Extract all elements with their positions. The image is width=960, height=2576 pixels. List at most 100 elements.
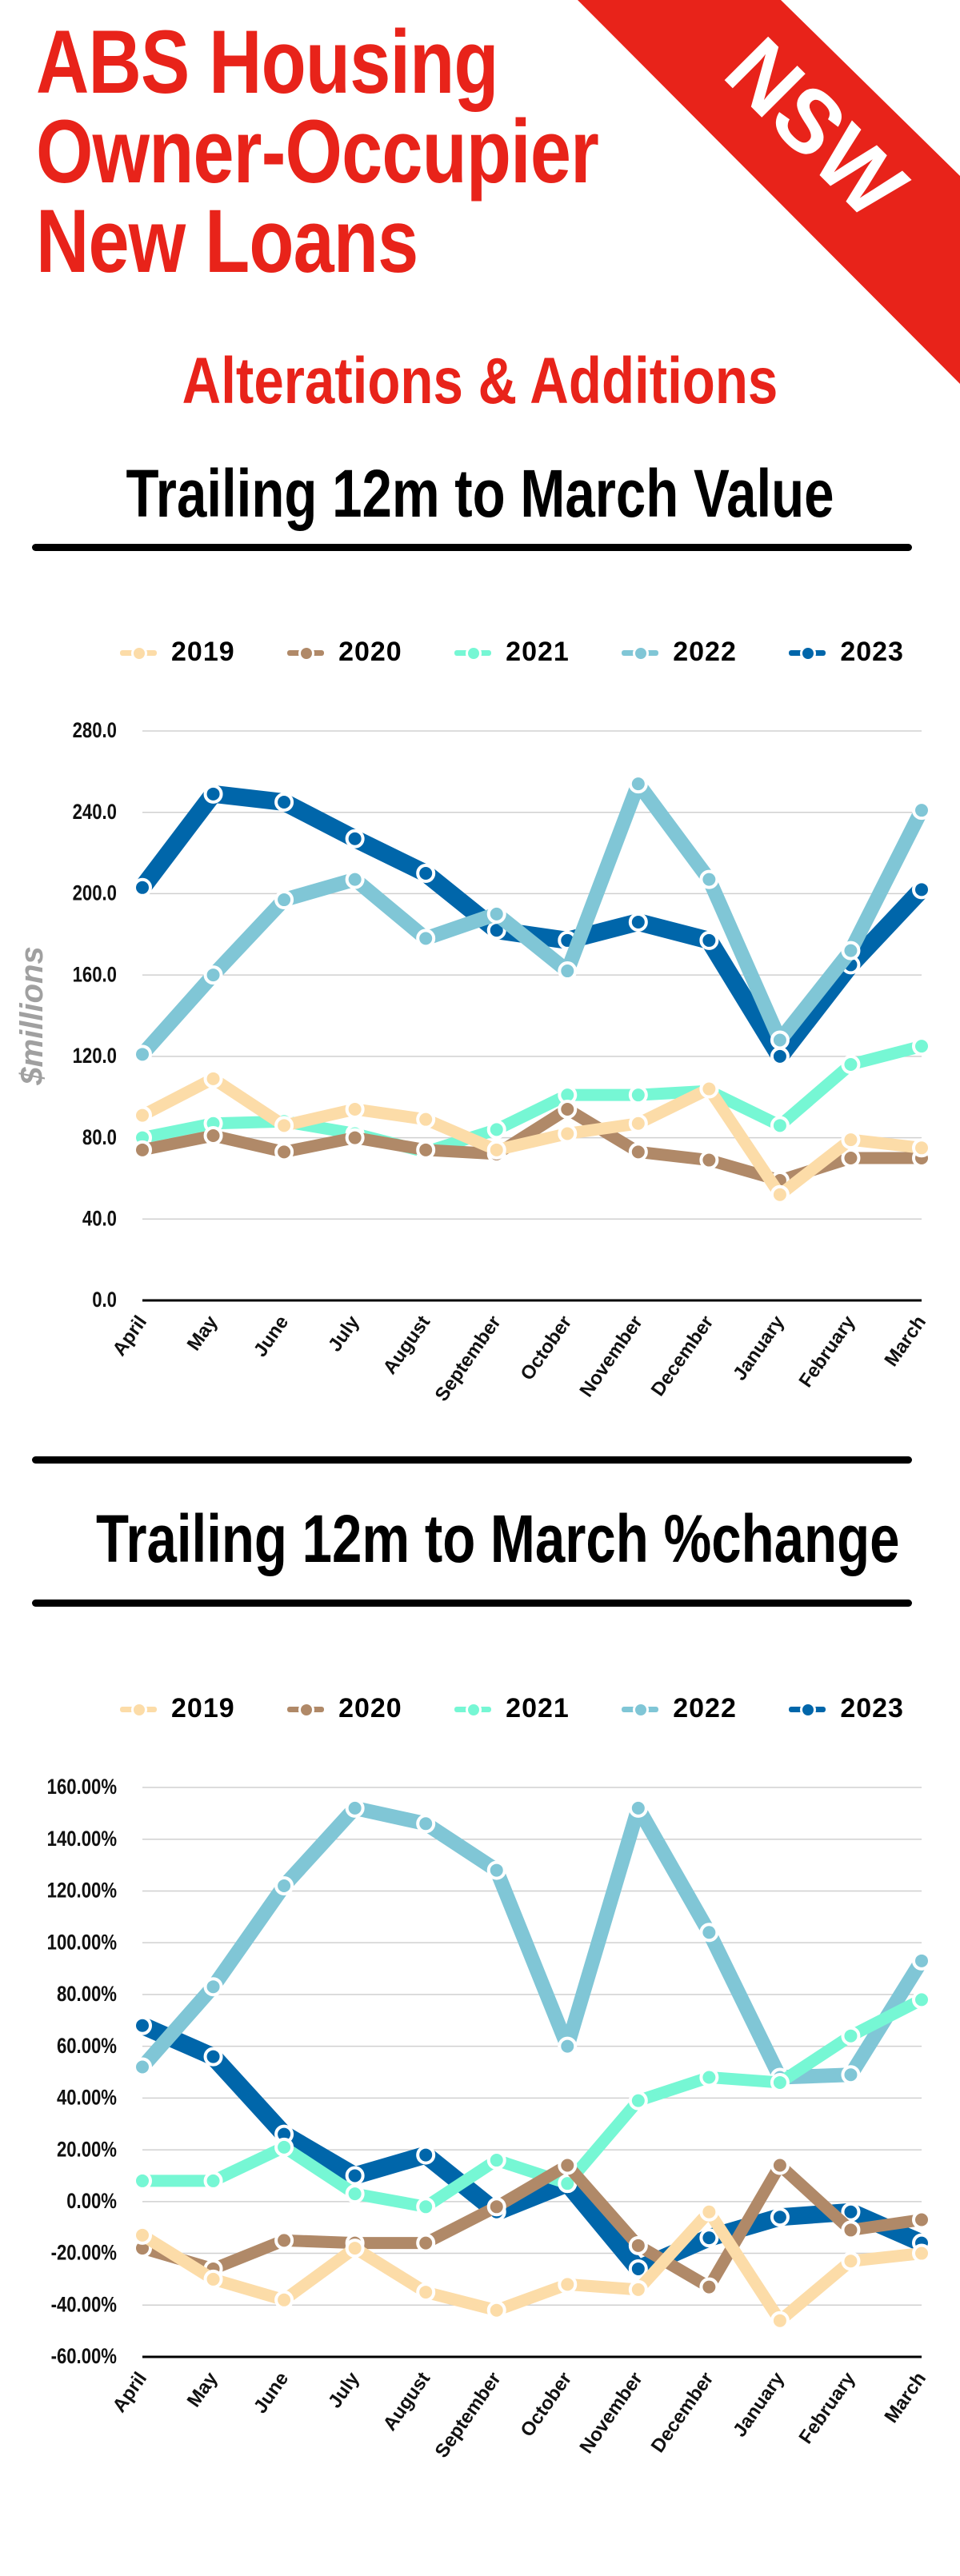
legend-marker xyxy=(120,645,157,661)
y-tick-label: 120.0 xyxy=(73,1044,117,1068)
legend-label: 2023 xyxy=(840,637,904,667)
badge-ribbon xyxy=(578,0,960,384)
divider xyxy=(32,1600,912,1607)
x-tick-label: April xyxy=(109,1312,151,1360)
data-point-2021 xyxy=(912,1036,931,1056)
data-point-2019 xyxy=(558,1124,578,1144)
x-tick-label: April xyxy=(109,2368,151,2416)
data-point-2019 xyxy=(416,2282,436,2302)
legend-label: 2021 xyxy=(506,1693,570,1723)
data-point-2019 xyxy=(912,1138,931,1158)
data-point-2020 xyxy=(699,1150,719,1170)
y-tick-label: 60.00% xyxy=(57,2035,117,2059)
legend-item-2022: 2022 xyxy=(622,1693,737,1724)
data-point-2019 xyxy=(133,2225,152,2245)
data-point-2021 xyxy=(912,1990,931,2010)
data-point-2023 xyxy=(699,2228,719,2248)
legend-item-2019: 2019 xyxy=(120,637,235,668)
data-point-2022 xyxy=(912,1951,931,1971)
x-tick-label: March xyxy=(880,1312,930,1370)
y-tick-label: 40.0 xyxy=(82,1208,117,1232)
series-line-2019 xyxy=(136,2206,928,2327)
x-tick-label: September xyxy=(431,1312,506,1405)
x-tick-label: August xyxy=(379,1312,435,1378)
x-tick-label: February xyxy=(794,2368,859,2448)
data-point-2022 xyxy=(841,2065,861,2085)
data-point-2022 xyxy=(416,929,436,949)
data-point-2022 xyxy=(203,1977,223,1997)
data-point-2021 xyxy=(133,2171,152,2191)
y-tick-label: 160.00% xyxy=(47,1775,117,1799)
data-point-2023 xyxy=(699,930,719,950)
data-point-2022 xyxy=(274,1875,294,1895)
divider xyxy=(32,544,912,551)
legend-label: 2020 xyxy=(338,637,402,667)
data-point-2020 xyxy=(628,2235,648,2255)
data-point-2020 xyxy=(558,2155,578,2175)
state-badge: NSW xyxy=(578,0,960,384)
y-tick-label: 280.0 xyxy=(73,719,117,743)
y-tick-label: 200.0 xyxy=(73,882,117,906)
data-point-2019 xyxy=(203,1068,223,1088)
data-point-2022 xyxy=(912,801,931,821)
y-tick-label: -20.00% xyxy=(51,2242,117,2266)
data-point-2020 xyxy=(133,1140,152,1160)
data-point-2023 xyxy=(628,913,648,933)
data-point-2023 xyxy=(274,793,294,812)
data-point-2022 xyxy=(486,1860,506,1880)
data-point-2022 xyxy=(628,774,648,794)
data-point-2020 xyxy=(486,2197,506,2217)
data-point-2019 xyxy=(628,2279,648,2299)
x-tick-label: July xyxy=(324,2368,364,2412)
x-tick-label: August xyxy=(379,2368,435,2434)
data-point-2022 xyxy=(345,869,365,889)
data-point-2021 xyxy=(486,1120,506,1140)
y-tick-label: 40.00% xyxy=(57,2087,117,2111)
data-point-2021 xyxy=(770,1116,790,1136)
series-line-2019 xyxy=(136,1072,928,1201)
legend-label: 2020 xyxy=(338,1693,402,1723)
x-tick-label: October xyxy=(516,2368,576,2441)
series-line-2023 xyxy=(134,2016,930,2278)
legend-item-2022: 2022 xyxy=(622,637,737,668)
legend-label: 2019 xyxy=(171,637,235,667)
y-tick-label: 80.0 xyxy=(82,1126,117,1150)
y-tick-label: 100.00% xyxy=(47,1931,117,1955)
data-point-2020 xyxy=(274,1142,294,1162)
data-point-2023 xyxy=(345,829,365,849)
data-point-2020 xyxy=(770,2155,790,2175)
data-point-2022 xyxy=(699,869,719,889)
legend-marker xyxy=(120,1701,157,1718)
data-point-2022 xyxy=(558,2036,578,2056)
data-point-2019 xyxy=(699,2202,719,2222)
x-tick-label: October xyxy=(516,1312,576,1384)
data-point-2022 xyxy=(699,1923,719,1943)
y-tick-label: -40.00% xyxy=(51,2294,117,2318)
data-point-2023 xyxy=(628,2258,648,2278)
data-point-2022 xyxy=(133,2057,152,2077)
chart-2-title: Trailing 12m to March %change xyxy=(96,1501,900,1576)
data-point-2020 xyxy=(841,2220,861,2240)
data-point-2020 xyxy=(274,2231,294,2251)
data-point-2022 xyxy=(770,1030,790,1050)
legend-item-2023: 2023 xyxy=(789,637,904,668)
data-point-2021 xyxy=(628,1085,648,1105)
data-point-2020 xyxy=(628,1142,648,1162)
data-point-2023 xyxy=(133,877,152,897)
legend-marker xyxy=(622,1701,659,1718)
legend-marker xyxy=(454,1701,492,1718)
data-point-2021 xyxy=(274,2137,294,2157)
x-tick-label: November xyxy=(575,1312,646,1401)
x-tick-label: February xyxy=(794,1312,859,1392)
data-point-2022 xyxy=(133,1044,152,1064)
data-point-2019 xyxy=(416,1109,436,1129)
data-point-2022 xyxy=(486,904,506,924)
legend-marker xyxy=(789,645,826,661)
data-point-2023 xyxy=(416,2145,436,2165)
data-point-2021 xyxy=(345,2184,365,2204)
x-tick-label: May xyxy=(183,2368,222,2411)
data-point-2023 xyxy=(133,2015,152,2035)
data-point-2019 xyxy=(841,2251,861,2271)
chart-2-legend: 2019 2020 2021 2022 2023 xyxy=(120,1693,904,1724)
data-point-2023 xyxy=(841,2202,861,2222)
